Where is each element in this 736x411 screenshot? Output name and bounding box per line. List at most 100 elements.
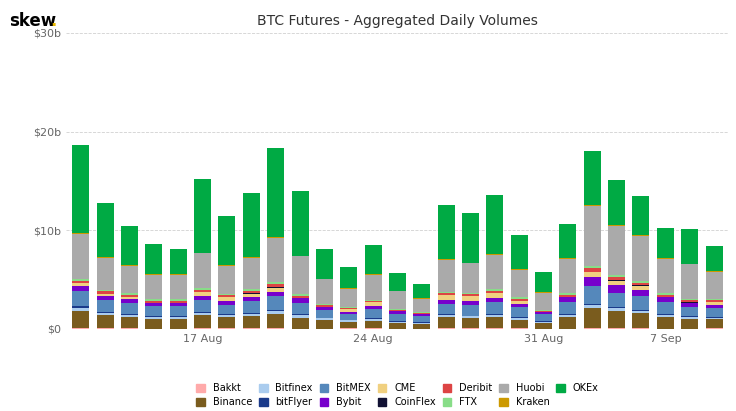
Bar (414, 314, 431, 316)
Bar (72, 306, 89, 307)
Bar (72, 291, 89, 306)
Bar (657, 317, 674, 329)
Bar (316, 310, 333, 318)
Bar (535, 310, 552, 311)
Bar (96, 258, 114, 290)
Bar (462, 296, 479, 301)
Bar (608, 309, 625, 312)
Bar (267, 282, 284, 284)
Bar (681, 316, 698, 317)
Bar (291, 316, 308, 318)
Bar (364, 318, 381, 319)
Bar (72, 279, 89, 281)
Bar (267, 284, 284, 287)
Bar (194, 300, 211, 312)
Bar (389, 323, 406, 329)
Bar (96, 296, 114, 300)
Bar (657, 228, 674, 258)
Bar (170, 274, 187, 275)
Bar (559, 224, 576, 258)
Bar (559, 317, 576, 329)
Bar (584, 266, 601, 268)
Bar (486, 254, 503, 255)
Bar (219, 317, 236, 328)
Bar (608, 328, 625, 329)
Bar (462, 263, 479, 293)
Bar (389, 314, 406, 321)
Bar (194, 252, 211, 253)
Bar (706, 319, 723, 328)
Bar (608, 275, 625, 277)
Bar (219, 295, 236, 297)
Bar (632, 286, 649, 289)
Bar (608, 312, 625, 328)
Bar (267, 312, 284, 314)
Bar (462, 301, 479, 305)
Bar (632, 296, 649, 310)
Bar (511, 319, 528, 328)
Bar (462, 213, 479, 263)
Bar (72, 281, 89, 283)
Bar (170, 275, 187, 299)
Bar (584, 272, 601, 277)
Bar (657, 259, 674, 293)
Bar (219, 294, 236, 295)
Bar (438, 315, 455, 317)
Bar (706, 246, 723, 271)
Bar (462, 328, 479, 329)
Bar (706, 272, 723, 299)
Bar (608, 307, 625, 309)
Bar (462, 293, 479, 294)
Bar (267, 296, 284, 310)
Bar (608, 285, 625, 293)
Bar (414, 324, 431, 329)
Bar (243, 313, 260, 314)
Bar (170, 303, 187, 306)
Bar (243, 316, 260, 328)
Bar (511, 299, 528, 300)
Bar (170, 301, 187, 302)
Bar (267, 291, 284, 296)
Bar (316, 319, 333, 320)
Bar (438, 259, 455, 260)
Bar (584, 305, 601, 309)
Bar (559, 302, 576, 314)
Bar (681, 229, 698, 264)
Bar (438, 300, 455, 304)
Bar (632, 311, 649, 314)
Bar (681, 319, 698, 329)
Bar (340, 321, 357, 328)
Bar (462, 319, 479, 328)
Bar (511, 235, 528, 269)
Bar (243, 291, 260, 293)
Bar (681, 300, 698, 302)
Bar (72, 328, 89, 329)
Bar (657, 314, 674, 315)
Bar (706, 308, 723, 317)
Bar (219, 297, 236, 301)
Bar (194, 296, 211, 300)
Bar (146, 319, 163, 329)
Bar (291, 318, 308, 329)
Bar (462, 294, 479, 296)
Bar (535, 321, 552, 322)
Bar (267, 328, 284, 329)
Bar (316, 318, 333, 319)
Bar (96, 290, 114, 291)
Bar (219, 328, 236, 329)
Bar (291, 298, 308, 302)
Bar (608, 226, 625, 275)
Bar (96, 300, 114, 312)
Bar (194, 315, 211, 328)
Bar (632, 235, 649, 236)
Bar (267, 288, 284, 291)
Bar (632, 314, 649, 328)
Bar (96, 328, 114, 329)
Bar (535, 314, 552, 321)
Bar (414, 322, 431, 323)
Bar (389, 309, 406, 310)
Bar (291, 294, 308, 296)
Bar (535, 311, 552, 312)
Bar (438, 304, 455, 314)
Bar (340, 307, 357, 309)
